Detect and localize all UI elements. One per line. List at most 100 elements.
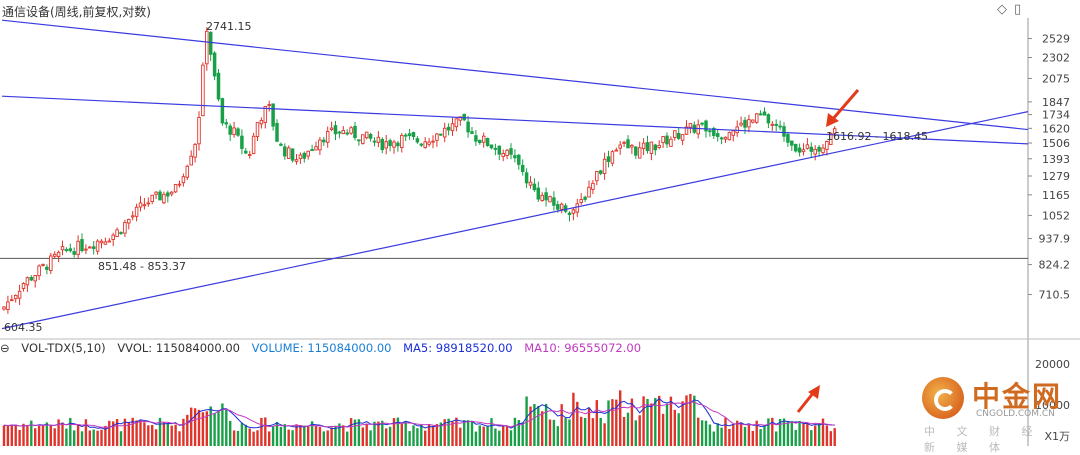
trendline-1 <box>1 95 1029 145</box>
volume-bar <box>6 425 10 446</box>
candle-body <box>72 251 76 255</box>
candle-body <box>247 154 252 156</box>
volume-bar <box>291 430 294 446</box>
y-tick-label: 1734 <box>1042 109 1070 122</box>
volume-bar <box>630 398 634 446</box>
candle-body <box>595 171 599 182</box>
candle-body <box>185 165 190 178</box>
y-tick-label: 1393 <box>1042 153 1070 166</box>
volume-bar <box>209 406 212 446</box>
volume-bar <box>615 399 618 446</box>
volume-bar <box>41 425 45 446</box>
trendline-3 <box>1 111 1029 330</box>
candle-body <box>634 146 638 156</box>
candle-body <box>37 265 41 277</box>
volume-bar <box>576 401 579 446</box>
volume-bar <box>607 400 610 446</box>
volume-bar <box>342 425 345 446</box>
candle-body <box>150 194 154 202</box>
volume-bar <box>466 420 470 446</box>
y-tick-label: 2529 <box>1042 33 1070 46</box>
volume-bar <box>443 419 446 446</box>
candle-body <box>325 130 330 143</box>
volume-bar <box>580 416 583 446</box>
volume-bar <box>533 404 536 446</box>
candle-body <box>392 141 396 148</box>
volume-bar <box>73 430 76 446</box>
volume-bar <box>61 422 64 446</box>
volume-bar <box>22 423 25 446</box>
window-icon[interactable]: ▯ <box>1014 2 1022 17</box>
candle-body <box>103 241 108 245</box>
candle-body <box>829 132 833 145</box>
volume-bar <box>396 417 400 446</box>
volume-bar <box>264 417 267 446</box>
volume-bar <box>349 418 353 446</box>
volume-bar <box>26 425 29 446</box>
candle-body <box>376 136 381 143</box>
candle-body <box>364 131 369 139</box>
volume-bar <box>34 428 37 446</box>
volume-bar <box>646 398 649 446</box>
volume-bar <box>505 425 509 446</box>
candle-body <box>758 113 763 116</box>
volume-bar <box>642 396 645 446</box>
volume-bar <box>357 419 361 446</box>
volume-bar <box>45 422 49 446</box>
candle-body <box>415 138 420 143</box>
y-tick-label: 2302 <box>1042 51 1070 64</box>
candles <box>2 27 837 314</box>
candle-body <box>259 119 264 125</box>
volume-bar <box>275 421 279 446</box>
volume-bar <box>88 430 91 446</box>
candle-body <box>396 142 400 147</box>
volume-bar <box>244 424 247 446</box>
candle-body <box>388 140 392 147</box>
volume-bar <box>271 426 275 446</box>
candle-body <box>790 140 794 146</box>
volume-bar <box>256 430 259 446</box>
volume-bar <box>743 426 747 446</box>
volume-bar <box>119 431 123 446</box>
volume-bar <box>373 421 376 446</box>
volume-bar <box>751 430 754 446</box>
candle-body <box>782 126 786 137</box>
candle-body <box>442 127 447 138</box>
candle-body <box>774 123 778 126</box>
volume-bar <box>739 422 743 446</box>
volume-bar <box>404 420 407 446</box>
volume-bar <box>716 423 719 446</box>
candle-body <box>423 141 427 148</box>
volume-bar <box>283 424 286 446</box>
candle-body <box>669 138 673 147</box>
candle-body <box>329 127 334 131</box>
y-tick-label: 1052 <box>1042 209 1070 222</box>
candle-body <box>201 64 205 117</box>
candle-body <box>162 193 166 204</box>
y-tick-label: 1165 <box>1042 189 1070 202</box>
volume-bar <box>700 420 704 446</box>
volume-bar <box>564 418 567 446</box>
candle-body <box>232 127 236 136</box>
candle-body <box>91 246 96 249</box>
volume-bar <box>560 404 563 446</box>
volume-bar <box>412 425 415 446</box>
volume-bar <box>381 420 384 446</box>
volume-bar <box>182 418 185 446</box>
volume-bar <box>53 428 56 446</box>
volume-bar <box>221 403 224 446</box>
diamond-icon[interactable]: ◇ <box>997 2 1007 17</box>
volume-bar <box>431 425 435 446</box>
candle-body <box>76 240 80 256</box>
volume-bar <box>135 420 138 446</box>
candle-body <box>45 266 49 270</box>
candle-body <box>302 152 307 159</box>
vol-collapse-icon[interactable]: ⊖ <box>0 341 10 355</box>
candle-body <box>322 139 326 143</box>
candle-body <box>267 104 271 107</box>
candle-body <box>107 240 112 243</box>
candle-body <box>571 209 576 214</box>
watermark-url: CNGOLD.COM.CN <box>976 409 1055 419</box>
volume-bar <box>568 419 571 446</box>
candle-body <box>271 103 275 127</box>
